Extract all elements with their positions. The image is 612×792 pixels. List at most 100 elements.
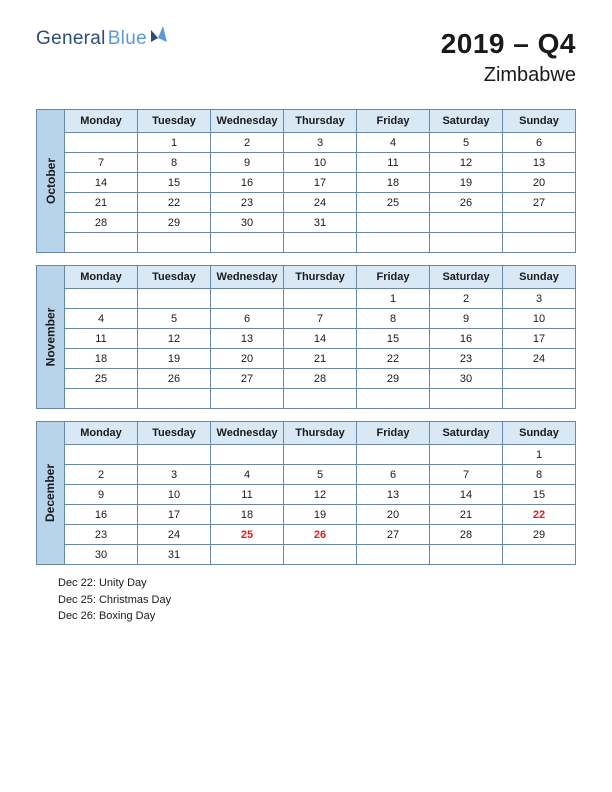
month-label: October <box>44 158 58 204</box>
day-cell <box>430 545 503 565</box>
day-cell: 6 <box>357 465 430 485</box>
day-cell: 2 <box>65 465 138 485</box>
day-cell: 18 <box>357 173 430 193</box>
day-cell: 16 <box>65 505 138 525</box>
day-cell: 3 <box>503 289 576 309</box>
day-cell: 15 <box>138 173 211 193</box>
day-header: Sunday <box>503 110 576 133</box>
day-cell: 31 <box>138 545 211 565</box>
day-cell <box>357 545 430 565</box>
day-cell: 14 <box>430 485 503 505</box>
page-subtitle: Zimbabwe <box>441 64 576 87</box>
day-cell: 23 <box>65 525 138 545</box>
day-cell <box>211 289 284 309</box>
day-cell: 4 <box>65 309 138 329</box>
day-cell: 15 <box>503 485 576 505</box>
day-cell: 3 <box>284 133 357 153</box>
day-cell <box>503 233 576 253</box>
calendar-october: OctoberMondayTuesdayWednesdayThursdayFri… <box>36 109 576 253</box>
table-row: 78910111213 <box>65 153 576 173</box>
day-header: Tuesday <box>138 110 211 133</box>
day-cell: 28 <box>65 213 138 233</box>
day-cell: 25 <box>357 193 430 213</box>
table-row: 252627282930 <box>65 369 576 389</box>
day-header: Friday <box>357 422 430 445</box>
day-cell: 11 <box>211 485 284 505</box>
day-cell: 7 <box>284 309 357 329</box>
day-header: Monday <box>65 110 138 133</box>
day-cell: 30 <box>65 545 138 565</box>
logo-mark-icon <box>151 26 167 42</box>
day-cell <box>284 545 357 565</box>
day-cell: 20 <box>211 349 284 369</box>
table-row: 21222324252627 <box>65 193 576 213</box>
day-cell: 26 <box>430 193 503 213</box>
day-cell: 2 <box>211 133 284 153</box>
day-cell <box>65 389 138 409</box>
day-cell <box>503 545 576 565</box>
day-cell <box>65 233 138 253</box>
day-cell <box>138 389 211 409</box>
day-cell: 3 <box>138 465 211 485</box>
day-header: Saturday <box>430 110 503 133</box>
day-cell <box>430 233 503 253</box>
calendar-table: MondayTuesdayWednesdayThursdayFridaySatu… <box>64 265 576 409</box>
day-cell: 19 <box>284 505 357 525</box>
holiday-list: Dec 22: Unity DayDec 25: Christmas DayDe… <box>58 575 576 625</box>
logo-text-general: General <box>36 28 106 50</box>
day-header: Wednesday <box>211 266 284 289</box>
day-cell: 17 <box>503 329 576 349</box>
day-cell <box>357 233 430 253</box>
day-cell: 27 <box>211 369 284 389</box>
table-row: 1 <box>65 445 576 465</box>
day-cell: 10 <box>284 153 357 173</box>
day-cell <box>211 445 284 465</box>
logo: General Blue <box>36 28 167 50</box>
day-cell <box>138 289 211 309</box>
day-cell: 30 <box>430 369 503 389</box>
day-cell <box>357 213 430 233</box>
day-cell <box>138 445 211 465</box>
day-cell: 24 <box>138 525 211 545</box>
day-cell: 29 <box>503 525 576 545</box>
day-cell: 14 <box>284 329 357 349</box>
day-cell: 27 <box>503 193 576 213</box>
day-cell: 24 <box>284 193 357 213</box>
day-header: Sunday <box>503 266 576 289</box>
day-header: Tuesday <box>138 422 211 445</box>
day-cell <box>284 445 357 465</box>
day-cell: 1 <box>138 133 211 153</box>
table-row <box>65 389 576 409</box>
day-cell: 22 <box>357 349 430 369</box>
day-cell: 5 <box>138 309 211 329</box>
day-header: Wednesday <box>211 110 284 133</box>
day-cell: 11 <box>65 329 138 349</box>
day-cell: 6 <box>211 309 284 329</box>
day-header: Thursday <box>284 266 357 289</box>
day-cell: 5 <box>430 133 503 153</box>
day-cell: 16 <box>430 329 503 349</box>
day-cell: 24 <box>503 349 576 369</box>
month-tab: November <box>36 265 64 409</box>
day-header: Tuesday <box>138 266 211 289</box>
logo-text-blue: Blue <box>108 28 147 50</box>
day-cell: 12 <box>138 329 211 349</box>
table-row: 45678910 <box>65 309 576 329</box>
day-cell: 28 <box>284 369 357 389</box>
day-cell <box>503 213 576 233</box>
day-header: Thursday <box>284 422 357 445</box>
day-cell: 13 <box>503 153 576 173</box>
day-cell: 21 <box>65 193 138 213</box>
day-cell: 8 <box>503 465 576 485</box>
day-cell: 11 <box>357 153 430 173</box>
day-cell: 17 <box>284 173 357 193</box>
day-cell <box>430 445 503 465</box>
table-row <box>65 233 576 253</box>
title-block: 2019 – Q4 Zimbabwe <box>441 28 576 87</box>
day-cell <box>211 389 284 409</box>
day-header: Monday <box>65 422 138 445</box>
day-cell: 9 <box>430 309 503 329</box>
calendar-december: DecemberMondayTuesdayWednesdayThursdayFr… <box>36 421 576 565</box>
day-cell: 29 <box>357 369 430 389</box>
table-row: 14151617181920 <box>65 173 576 193</box>
